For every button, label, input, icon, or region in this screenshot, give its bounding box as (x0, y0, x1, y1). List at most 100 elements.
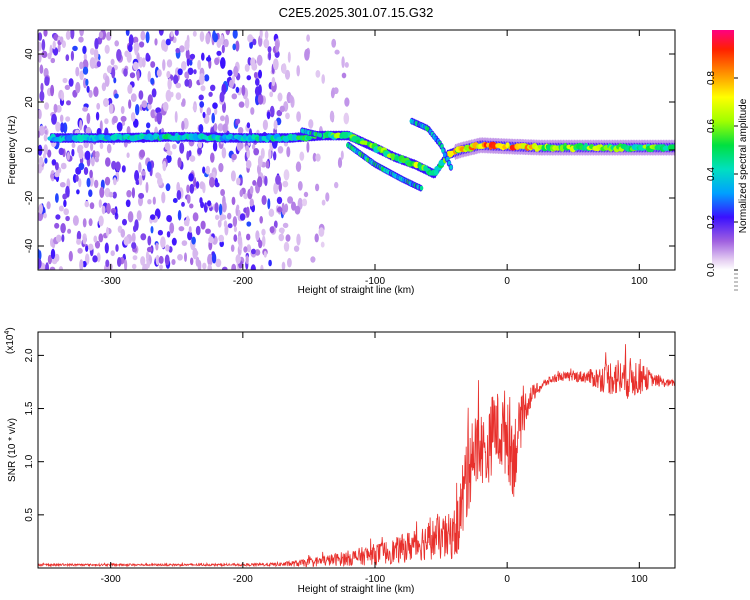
spectrum-blob (209, 177, 215, 188)
spectrum-blob (262, 119, 268, 131)
spectrum-blob (130, 93, 137, 102)
spectrum-blob (276, 196, 283, 205)
snr-xlabel: Height of straight line (km) (298, 584, 415, 595)
colorbar-tick-label: 0.4 (706, 167, 717, 181)
spectrum-blob (150, 61, 156, 68)
spectrum-blob (62, 193, 68, 200)
spectrum-blob (200, 85, 206, 92)
spectrum-blob (190, 257, 194, 266)
spectrum-blob (318, 227, 325, 237)
spectrum-blob (419, 185, 424, 191)
spectrum-blob (308, 119, 314, 129)
spectrum-blob (287, 196, 294, 204)
spectrum-blob (133, 42, 140, 53)
y-tick-label: 40 (24, 48, 35, 60)
spectrum-blob (187, 67, 194, 76)
spectrum-blob (112, 115, 118, 124)
spectrum-blob (186, 150, 190, 161)
spectrum-blob (295, 161, 302, 172)
spectrum-blob (110, 58, 115, 66)
x-tick-label: 100 (631, 276, 648, 287)
spectrum-blob (268, 259, 272, 267)
spectrum-blob (112, 209, 116, 216)
spectrum-blob (113, 177, 117, 186)
spectrum-blob (38, 125, 45, 136)
spectrum-blob (334, 181, 339, 189)
spectrum-blob (251, 248, 256, 255)
spectrum-blob (344, 62, 349, 68)
spectrum-blob (127, 44, 133, 53)
spectrum-blob (65, 116, 71, 122)
snr-frame (37, 331, 676, 569)
spectrum-blob (238, 127, 244, 134)
spectrum-blob (76, 189, 80, 195)
spectrum-blob (273, 119, 278, 130)
spectrum-blob (141, 170, 146, 176)
spectrum-blob (120, 106, 125, 114)
spectrum-blob (273, 220, 278, 229)
spectrum-blob (244, 97, 250, 109)
spectrum-blob (114, 40, 119, 47)
spectrum-blob (205, 32, 211, 45)
spectrum-blob (83, 53, 87, 61)
spectrum-blob (64, 84, 71, 90)
spectrum-blob (175, 82, 182, 89)
spectrum-blob (134, 170, 140, 182)
spectrum-blob (304, 48, 310, 61)
spectrum-blob (314, 233, 319, 243)
spectrum-blob (178, 226, 185, 232)
spectrum-blob (239, 142, 244, 149)
spectrum-blob (123, 68, 128, 77)
spectrum-blob (157, 177, 163, 186)
spectrum-blob (252, 180, 257, 186)
spectrum-blob (217, 219, 222, 228)
spectrum-blob (61, 40, 66, 48)
spectrum-blob (281, 63, 287, 75)
spectrum-blob (202, 262, 207, 270)
spectrum-blob (169, 222, 175, 234)
spectrum-blob (258, 239, 263, 249)
spectrum-blob (246, 221, 252, 227)
spectrum-blob (135, 104, 140, 116)
spectrum-blob (264, 30, 269, 40)
spectrum-blob (54, 222, 60, 229)
spectrum-blob (320, 241, 325, 248)
spectrum-blob (82, 45, 87, 55)
spectrum-blob (221, 44, 225, 54)
spectrum-blob (150, 77, 155, 85)
spectrum-blob (255, 230, 260, 241)
spectrum-blob (254, 249, 261, 256)
spectrum-blob (231, 93, 238, 100)
spectrum-blob (232, 216, 238, 227)
spectrum-blob (271, 76, 276, 87)
spectrum-blob (147, 103, 152, 110)
spectrum-blob (57, 43, 61, 53)
spectrum-blob (181, 240, 188, 247)
spectrum-blob (65, 54, 70, 62)
spectrum-blob (244, 63, 250, 72)
spectrum-blob (231, 153, 237, 161)
snr-exponent-label: (x104) (4, 327, 16, 354)
spectrum-blob (164, 254, 170, 266)
spectrum-blob (82, 106, 88, 112)
spectrum-blob (75, 174, 79, 182)
spectrum-blob (197, 147, 203, 155)
spectrum-blob (184, 39, 190, 51)
spectrum-blob (205, 228, 211, 234)
spectrum-blob (258, 84, 262, 95)
spectrum-blob (104, 242, 109, 254)
spectrum-blob (140, 256, 146, 266)
spectrum-blob (283, 169, 290, 181)
spectrum-blob (38, 156, 44, 166)
spectrum-blob (92, 255, 98, 263)
spectrum-blob (125, 30, 130, 36)
spectrum-blob (208, 236, 215, 244)
spectrum-blob (189, 155, 196, 162)
spectrum-blob (199, 181, 205, 190)
spectrum-blob (53, 47, 59, 56)
spectrum-blob (98, 31, 104, 39)
x-tick-label: -300 (101, 276, 121, 287)
spectrum-blob (124, 259, 128, 270)
spectrum-blob (261, 235, 266, 247)
